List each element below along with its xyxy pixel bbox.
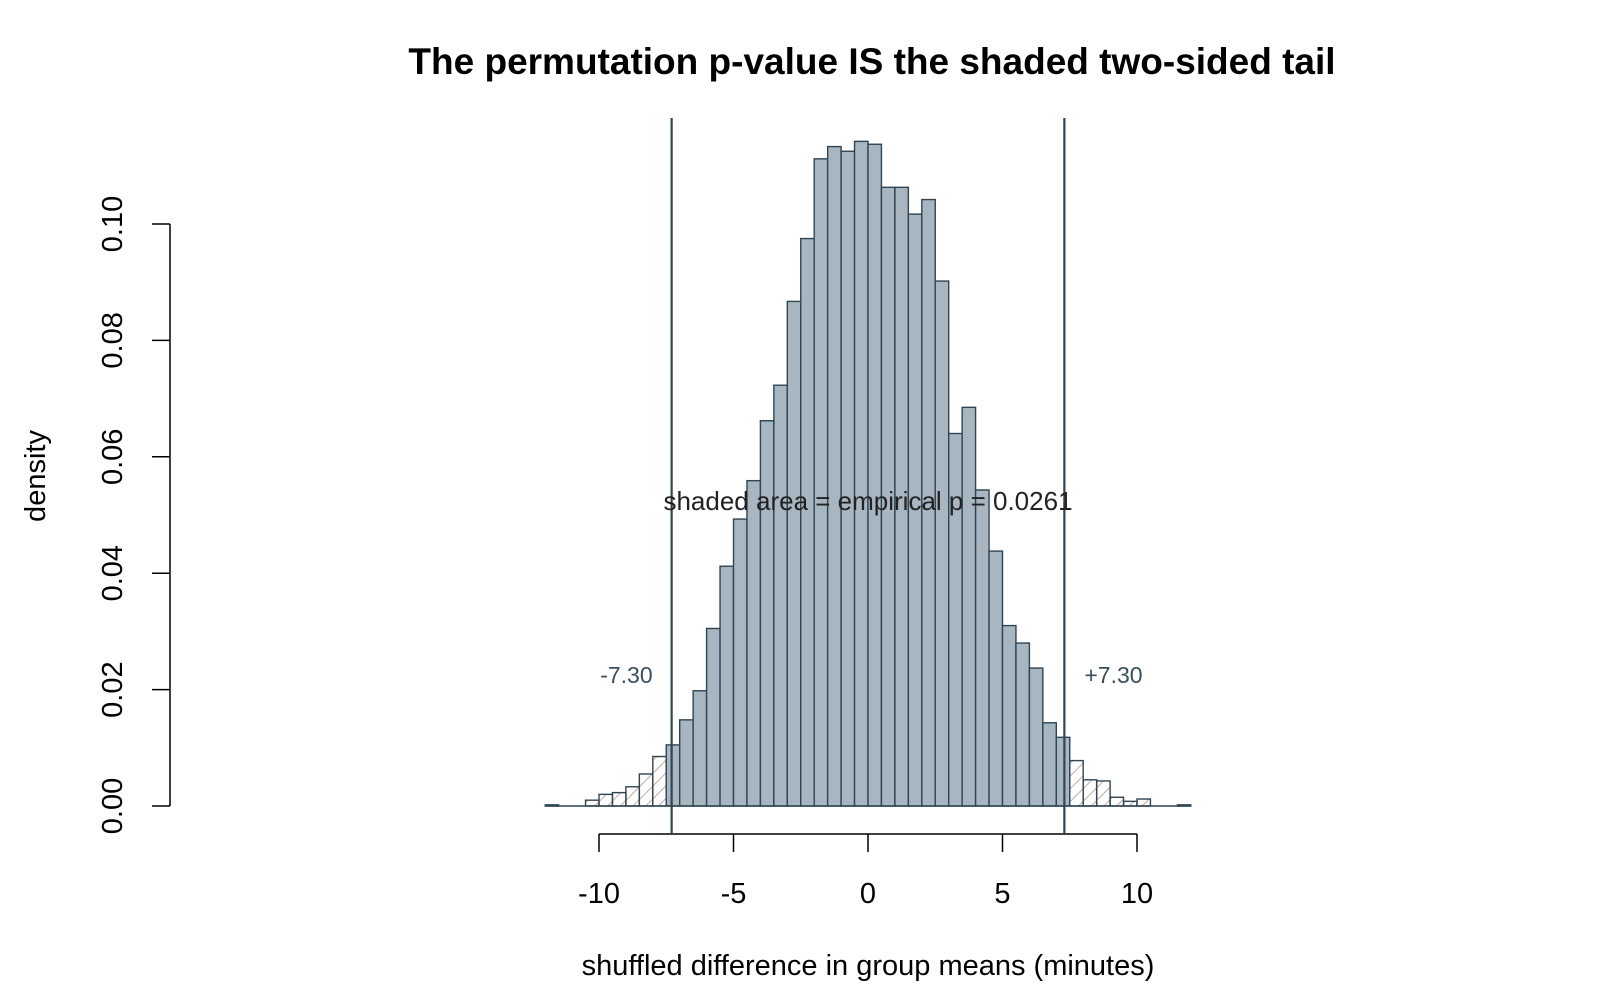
histogram-bar	[988, 550, 1004, 807]
histogram-bar	[934, 280, 950, 807]
p-value-annotation: shaded area = empirical p = 0.0261	[663, 486, 1072, 516]
left-threshold-label: -7.30	[600, 662, 652, 688]
histogram-bar	[705, 627, 721, 807]
histogram-bars	[544, 140, 1192, 807]
y-tick-label: 0.02	[97, 661, 129, 717]
histogram-bar	[853, 140, 869, 807]
y-tick-label: 0.10	[97, 196, 129, 252]
x-axis-label: shuffled difference in group means (minu…	[582, 950, 1155, 982]
tail-bar	[625, 786, 641, 807]
y-tick-label: 0.04	[97, 545, 129, 601]
x-tick-label: -5	[721, 878, 747, 910]
histogram-bar	[813, 158, 829, 807]
y-tick-label: 0.06	[97, 429, 129, 485]
histogram-bar	[759, 420, 775, 807]
histogram-bar	[679, 719, 694, 807]
tail-bar	[584, 799, 600, 807]
histogram-bar	[692, 690, 708, 807]
histogram-bar	[800, 237, 815, 807]
tail-bar	[611, 791, 627, 807]
histogram-bar	[961, 406, 977, 807]
tail-bar	[598, 793, 614, 807]
histogram-bar	[732, 518, 748, 807]
x-axis: -10 -5 0 5 10	[578, 833, 1153, 910]
histogram-bar	[974, 489, 990, 807]
histogram-bar	[1055, 736, 1071, 807]
histogram-bar	[826, 145, 842, 807]
histogram-bar	[746, 479, 762, 807]
y-axis: 0.00 0.02 0.04 0.06 0.08 0.10	[97, 196, 171, 834]
histogram-bar	[1042, 722, 1057, 807]
tail-bar	[638, 773, 654, 807]
histogram-bar	[719, 565, 735, 807]
histogram-bar	[1015, 642, 1031, 807]
histogram-bar	[665, 744, 681, 807]
tail-bar	[1136, 798, 1152, 807]
histogram-bar	[1001, 624, 1017, 807]
tail-bar	[1109, 796, 1125, 807]
y-tick-label: 0.00	[97, 778, 129, 834]
x-tick-label: 10	[1121, 878, 1153, 910]
tail-bar	[1082, 779, 1098, 807]
x-tick-label: 5	[994, 878, 1010, 910]
histogram-bar	[773, 384, 788, 807]
tail-bar	[1069, 759, 1084, 807]
tail-bar	[652, 755, 667, 807]
histogram-bar	[786, 300, 802, 807]
y-tick-label: 0.08	[97, 312, 129, 368]
histogram-bar	[840, 150, 856, 807]
right-threshold-label: +7.30	[1084, 662, 1142, 688]
x-tick-label: 0	[860, 878, 876, 910]
threshold-lines: -7.30 +7.30	[600, 118, 1143, 834]
x-tick-label: -10	[578, 878, 620, 910]
y-axis-label: density	[20, 430, 52, 522]
chart-title: The permutation p-value IS the shaded tw…	[408, 41, 1335, 82]
histogram-bar	[867, 143, 883, 807]
histogram-bar	[1028, 667, 1044, 807]
tail-bar	[1095, 780, 1111, 807]
